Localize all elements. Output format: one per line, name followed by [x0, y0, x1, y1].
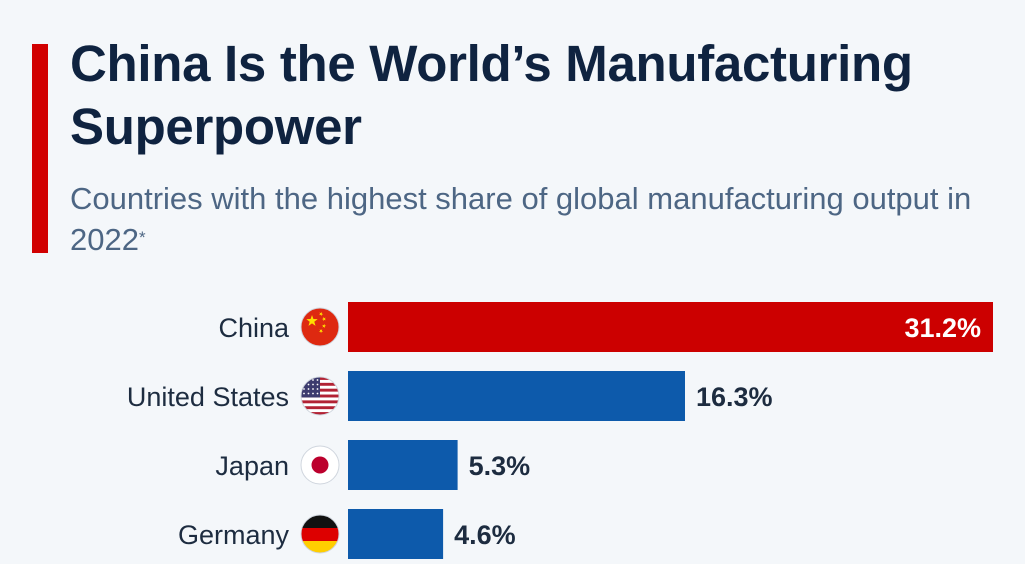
value-label: 31.2% [904, 313, 981, 343]
china-flag-icon [300, 307, 340, 347]
japan-flag-icon [300, 445, 340, 485]
category-label: China [218, 313, 290, 343]
bar-chart: China 31.2% United States 16.3% Japan 5.3% Ger… [127, 302, 993, 559]
subtitle-text: Countries with the highest share of glob… [70, 181, 972, 257]
bar-germany [348, 509, 444, 559]
bar-china [348, 302, 993, 352]
bar-japan [348, 440, 458, 490]
value-label: 4.6% [454, 520, 516, 550]
category-label: Germany [178, 520, 290, 550]
germany-flag-icon [300, 514, 340, 554]
us-flag-icon [300, 376, 340, 416]
subtitle-footnote-mark: * [138, 228, 146, 247]
title-accent-bar [32, 44, 48, 253]
value-label: 5.3% [469, 451, 531, 481]
category-label: United States [127, 382, 289, 412]
chart-title: China Is the World’s Manufacturing Super… [70, 35, 913, 155]
value-label: 16.3% [696, 382, 773, 412]
bar-united-states [348, 371, 685, 421]
chart-subtitle: Countries with the highest share of glob… [70, 178, 1000, 260]
category-label: Japan [215, 451, 289, 481]
